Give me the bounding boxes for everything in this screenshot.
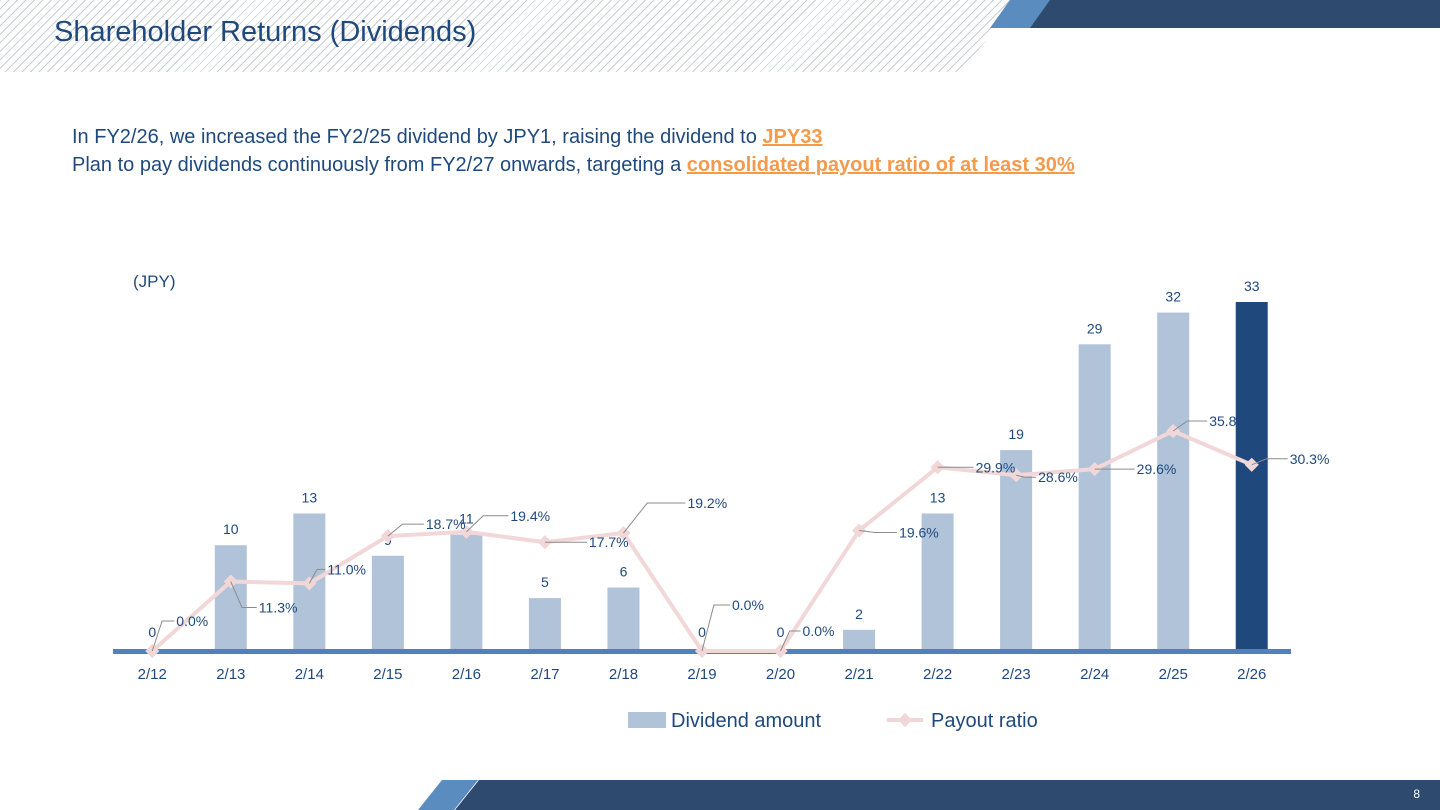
payout-value-label: 0.0% — [732, 597, 764, 613]
bar-2-13 — [214, 545, 247, 651]
bar-2-17 — [528, 598, 561, 651]
x-tick-label: 2/14 — [295, 666, 324, 683]
payout-value-label: 29.6% — [1137, 461, 1177, 477]
bar-2-21 — [843, 629, 876, 651]
header-accent-dark — [1030, 0, 1440, 28]
payout-label-leader — [230, 581, 257, 609]
legend-bar-swatch — [628, 712, 666, 728]
payout-value-label: 11.3% — [259, 600, 298, 616]
bar-2-24 — [1078, 344, 1111, 651]
x-tick-label: 2/12 — [138, 666, 167, 683]
header-hatch-band — [0, 0, 1020, 72]
dividend-chart: (JPY) 2/12 2/13 2/14 2/15 2/16 2/17 2/18 2/19 2/2… — [113, 272, 1330, 732]
payout-value-label: 30.3% — [1290, 451, 1330, 467]
payout-label-leader — [1172, 420, 1208, 432]
payout-value-label: 0.0% — [176, 613, 208, 629]
headline-line-2-text: Plan to pay dividends continuously from … — [72, 154, 687, 176]
bar-value-label: 10 — [223, 521, 239, 537]
bar-value-label: 13 — [930, 490, 946, 506]
payout-value-label: 11.0% — [327, 561, 366, 577]
payout-value-label: 18.7% — [426, 516, 466, 532]
headline: In FY2/26, we increased the FY2/25 divid… — [72, 123, 1075, 179]
payout-label-leader — [859, 530, 898, 534]
headline-line-1: In FY2/26, we increased the FY2/25 divid… — [72, 123, 1075, 151]
payout-value-label: 17.7% — [589, 534, 629, 550]
bar-value-label: 5 — [541, 574, 549, 590]
x-tick-label: 2/20 — [766, 666, 795, 683]
payout-label-leader — [623, 502, 686, 534]
headline-line-2: Plan to pay dividends continuously from … — [72, 151, 1075, 179]
payout-label-leader — [466, 515, 509, 533]
bar-value-label: 6 — [620, 564, 628, 580]
bar-2-15 — [371, 555, 404, 651]
payout-value-label: 29.9% — [976, 459, 1016, 475]
bar-value-label: 0 — [148, 624, 156, 640]
payout-value-label: 19.6% — [899, 525, 939, 541]
x-tick-label: 2/23 — [1002, 666, 1031, 683]
legend-line-label: Payout ratio — [931, 710, 1038, 732]
headline-line-1-text: In FY2/26, we increased the FY2/25 divid… — [72, 126, 763, 148]
x-tick-label: 2/24 — [1080, 666, 1109, 683]
bar-2-16 — [450, 534, 483, 651]
payout-label-leader — [780, 630, 801, 652]
legend-bar-label: Dividend amount — [671, 710, 822, 732]
x-tick-label: 2/16 — [452, 666, 481, 683]
bar-value-label: 29 — [1087, 320, 1103, 336]
bar-2-23 — [1000, 450, 1033, 651]
x-tick-label: 2/15 — [373, 666, 402, 683]
bar-value-label: 19 — [1008, 426, 1024, 442]
x-tick-label: 2/17 — [530, 666, 559, 683]
x-tick-label: 2/22 — [923, 666, 952, 683]
unit-label: (JPY) — [133, 272, 176, 291]
payout-label-leader — [387, 523, 424, 537]
x-tick-label: 2/25 — [1159, 666, 1188, 683]
bar-value-label: 33 — [1244, 278, 1260, 294]
bar-value-label: 13 — [302, 490, 318, 506]
payout-value-label: 35.8% — [1209, 413, 1249, 429]
headline-line-2-emphasis: consolidated payout ratio of at least 30… — [686, 154, 1075, 176]
headline-line-1-emphasis: JPY33 — [762, 126, 823, 148]
legend-line-marker — [897, 712, 913, 728]
payout-value-label: 28.6% — [1038, 469, 1078, 485]
bar-2-22 — [921, 513, 954, 651]
x-tick-label: 2/19 — [687, 666, 716, 683]
payout-label-leader — [151, 620, 175, 652]
x-tick-label: 2/21 — [844, 666, 873, 683]
bar-value-label: 2 — [855, 606, 863, 622]
x-tick-label: 2/26 — [1237, 666, 1266, 683]
x-tick-label: 2/18 — [609, 666, 638, 683]
payout-label-leader — [701, 604, 730, 652]
bar-2-18 — [607, 587, 640, 651]
payout-label-leader — [1016, 474, 1037, 478]
footer-accent-dark — [455, 780, 1440, 810]
page-title: Shareholder Returns (Dividends) — [54, 16, 477, 48]
payout-label-leader — [308, 568, 326, 584]
payout-value-label: 19.2% — [687, 495, 727, 511]
payout-value-label: 0.0% — [803, 623, 835, 639]
payout-value-label: 19.4% — [510, 508, 550, 524]
bar-value-label: 11 — [459, 511, 474, 527]
bar-2-26 — [1235, 302, 1268, 651]
x-tick-label: 2/13 — [216, 666, 245, 683]
payout-label-leader — [1251, 458, 1288, 466]
page-number: 8 — [1413, 787, 1420, 801]
bar-value-label: 0 — [777, 624, 785, 640]
bar-value-label: 0 — [698, 624, 706, 640]
bar-2-25 — [1157, 312, 1190, 651]
bar-value-label: 32 — [1165, 289, 1181, 305]
